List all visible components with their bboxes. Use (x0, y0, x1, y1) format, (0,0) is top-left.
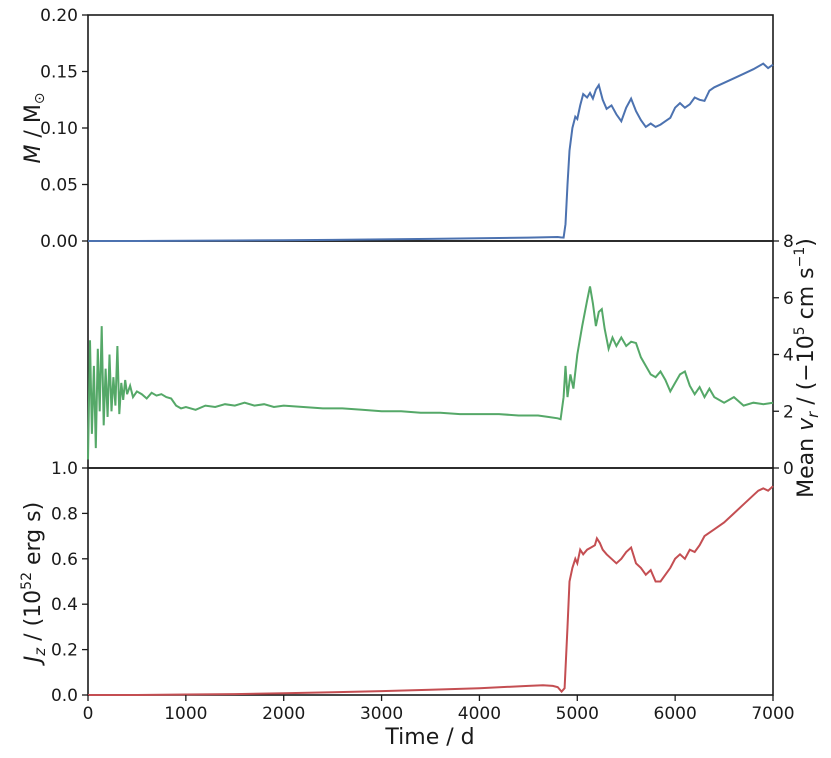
top-panel-y-ticks: 0.00 0.05 0.10 0.15 0.20 (40, 6, 88, 252)
x-tick-label: 1000 (164, 704, 207, 724)
angular-momentum-series-line (88, 485, 774, 696)
y-tick-label: 0.8 (51, 504, 78, 524)
mass-series-line (88, 62, 774, 242)
x-axis-label: Time / d (384, 725, 474, 750)
x-tick-label: 4000 (458, 704, 501, 724)
y-tick-label: 0.10 (40, 119, 78, 139)
y-tick-label: 0.20 (40, 6, 78, 26)
y-tick-label: 0.15 (40, 63, 78, 83)
y-tick-label: 4 (783, 346, 794, 366)
bottom-panel-y-ticks: 0.0 0.2 0.4 0.6 0.8 1.0 (51, 459, 88, 706)
bottom-panel-y-label: Jz / (1052 erg s) (19, 502, 49, 666)
x-tick-label: 2000 (262, 704, 305, 724)
x-tick-label: 5000 (556, 704, 599, 724)
x-tick-label: 6000 (654, 704, 697, 724)
y-tick-label: 0 (783, 459, 794, 479)
bottom-panel-frame (87, 467, 774, 696)
y-tick-label: 0.00 (40, 232, 78, 252)
y-tick-label: 6 (783, 289, 794, 309)
middle-panel-y-ticks: 0 2 4 6 8 (773, 232, 794, 479)
y-tick-label: 1.0 (51, 459, 78, 479)
top-panel-frame (87, 14, 774, 242)
middle-panel-y-label: Mean vr / (−105 cm s−1) (792, 238, 822, 498)
mean-radial-velocity-series-line (87, 286, 774, 460)
y-tick-label: 2 (783, 402, 794, 422)
x-tick-label: 0 (83, 704, 94, 724)
x-tick-label: 3000 (360, 704, 403, 724)
y-tick-label: 0.0 (51, 686, 78, 706)
y-tick-label: 0.2 (51, 641, 78, 661)
top-panel-y-label: M / M⊙ (21, 92, 48, 163)
x-axis-ticks: 0 1000 2000 3000 4000 5000 6000 7000 (83, 695, 795, 724)
x-tick-label: 7000 (751, 704, 794, 724)
y-tick-label: 0.4 (51, 595, 78, 615)
y-tick-label: 0.05 (40, 176, 78, 196)
y-tick-label: 0.6 (51, 550, 78, 570)
y-tick-label: 8 (783, 232, 794, 252)
middle-panel-frame (87, 240, 774, 469)
